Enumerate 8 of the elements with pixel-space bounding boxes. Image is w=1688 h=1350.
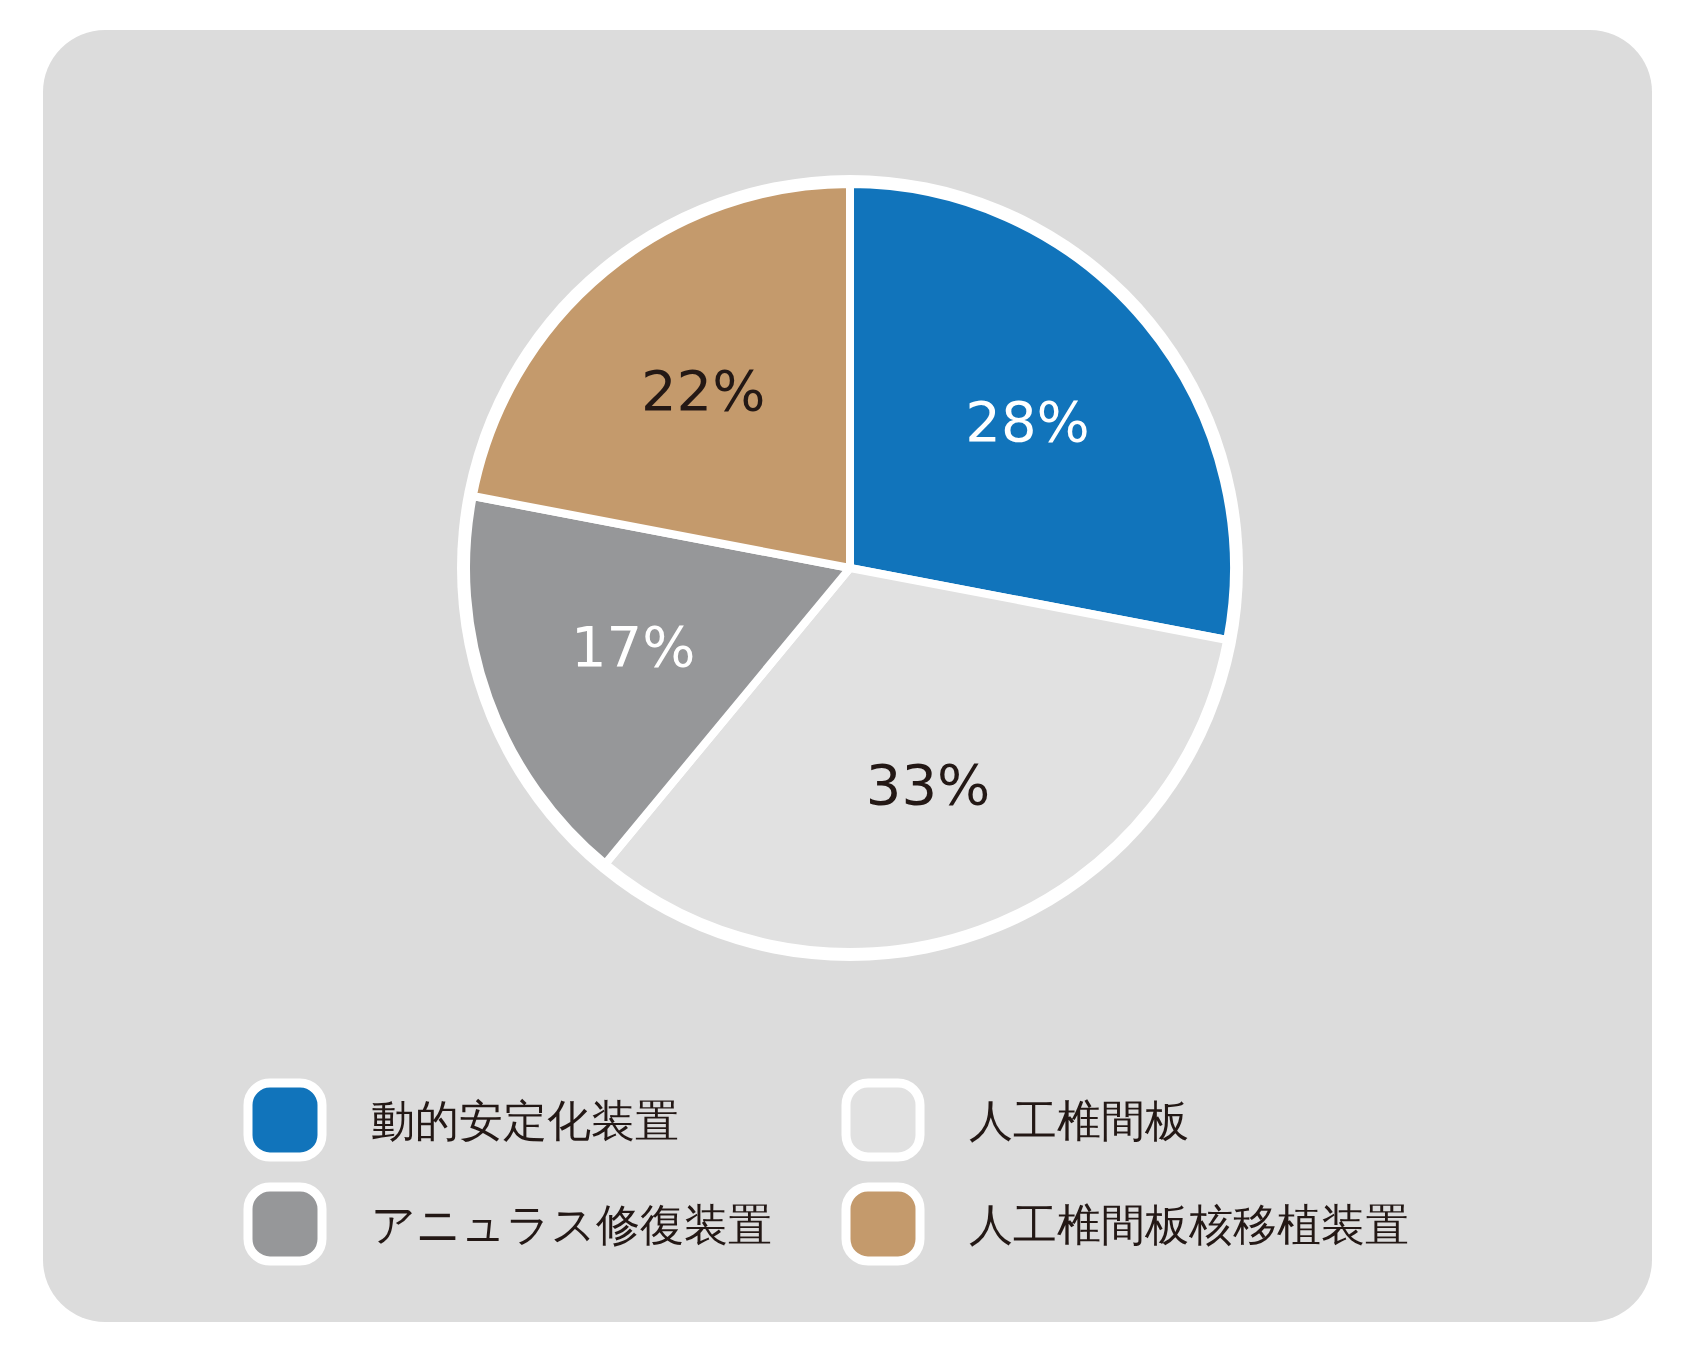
data-label: 33% bbox=[865, 752, 991, 818]
legend-label: アニュラス修復装置 bbox=[371, 1198, 772, 1250]
data-label: 22% bbox=[640, 357, 766, 423]
data-label: 17% bbox=[570, 613, 696, 679]
legend-label: 人工椎間板核移植装置 bbox=[969, 1198, 1409, 1250]
data-label: 28% bbox=[965, 388, 1090, 454]
legend-label: 人工椎間板 bbox=[969, 1094, 1189, 1146]
legend-label: 動的安定化装置 bbox=[371, 1094, 679, 1146]
